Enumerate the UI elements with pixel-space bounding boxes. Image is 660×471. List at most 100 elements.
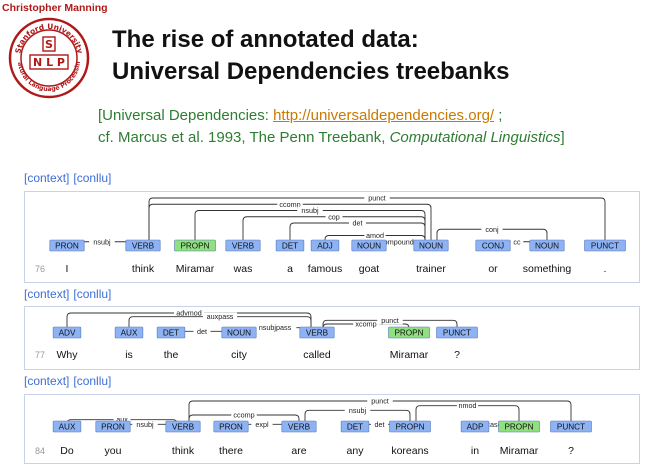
pos-tag: PRON bbox=[55, 242, 79, 251]
token-the[interactable]: DET the bbox=[156, 326, 186, 361]
page-title: The rise of annotated data: Universal De… bbox=[112, 24, 510, 88]
context-link[interactable]: [context] bbox=[24, 171, 70, 185]
word: goat bbox=[359, 263, 380, 275]
pos-tag: PUNCT bbox=[591, 242, 619, 251]
token-goat[interactable]: NOUN goat bbox=[351, 239, 387, 275]
word: trainer bbox=[416, 263, 446, 275]
arc-label: nsubj bbox=[136, 420, 154, 429]
pos-tag-box bbox=[165, 420, 201, 433]
pos-tag-box bbox=[436, 326, 478, 339]
arc-label: ccomp bbox=[279, 200, 300, 209]
pos-tag-box bbox=[221, 326, 257, 339]
arc-label: punct bbox=[368, 194, 386, 203]
references: [Universal Dependencies: http://universa… bbox=[98, 105, 565, 149]
token-was[interactable]: VERB was bbox=[225, 239, 261, 275]
token-do[interactable]: AUX Do bbox=[52, 420, 82, 457]
conllu-link[interactable]: [conllu] bbox=[73, 171, 112, 185]
pos-tag: PRON bbox=[219, 423, 243, 432]
pos-tag: ADP bbox=[467, 423, 484, 432]
conllu-link[interactable]: [conllu] bbox=[73, 287, 112, 301]
token-why[interactable]: ADV Why bbox=[52, 326, 82, 361]
word: ? bbox=[568, 445, 574, 457]
pos-tag-box bbox=[299, 326, 335, 339]
token-i[interactable]: PRON I bbox=[49, 239, 85, 275]
arc-label: det bbox=[353, 219, 363, 228]
sentence-84-links: [context] [conllu] bbox=[24, 374, 115, 388]
pos-tag: PUNCT bbox=[443, 329, 471, 338]
pos-tag: VERB bbox=[306, 329, 329, 338]
token-or[interactable]: CONJ or bbox=[475, 239, 511, 275]
token-miramar[interactable]: PROPN Miramar bbox=[174, 239, 216, 275]
pos-tag-box bbox=[460, 420, 490, 433]
arc-label: ccomp bbox=[233, 411, 254, 420]
word: ? bbox=[454, 349, 460, 361]
conllu-link[interactable]: [conllu] bbox=[73, 374, 112, 388]
pos-tag-box bbox=[156, 326, 186, 339]
pos-tag-box bbox=[52, 326, 82, 339]
arc-label: aux bbox=[116, 415, 128, 424]
pos-tag-box bbox=[310, 239, 340, 252]
token-called[interactable]: VERB called bbox=[299, 326, 335, 361]
arc-label: advmod bbox=[176, 309, 202, 318]
svg-text:N L P: N L P bbox=[33, 56, 65, 69]
ref-citation: cf. Marcus et al. 1993, The Penn Treeban… bbox=[98, 129, 390, 146]
token-think[interactable]: VERB think bbox=[125, 239, 161, 275]
sentence-76-links: [context] [conllu] bbox=[24, 171, 115, 185]
token-is[interactable]: AUX is bbox=[114, 326, 144, 361]
token-any[interactable]: DET any bbox=[340, 420, 370, 457]
token-think[interactable]: VERB think bbox=[165, 420, 201, 457]
pos-tag: VERB bbox=[172, 423, 195, 432]
dependency-tree-76: 76nsubjpunctccompnsubjcopdetamodcompound… bbox=[35, 194, 626, 275]
word: koreans bbox=[391, 445, 428, 457]
word: Do bbox=[60, 445, 74, 457]
pos-tag-box bbox=[174, 239, 216, 252]
arc-label: compound bbox=[380, 237, 414, 246]
token-something[interactable]: NOUN something bbox=[523, 239, 572, 275]
word: Miramar bbox=[390, 349, 429, 361]
pos-tag: PROPN bbox=[504, 423, 533, 432]
token-miramar[interactable]: PROPN Miramar bbox=[388, 326, 430, 361]
svg-text:S: S bbox=[45, 38, 53, 51]
context-link[interactable]: [context] bbox=[24, 374, 70, 388]
pos-tag-box bbox=[351, 239, 387, 252]
word: was bbox=[233, 263, 253, 275]
token-a[interactable]: DET a bbox=[275, 239, 305, 275]
token-miramar[interactable]: PROPN Miramar bbox=[498, 420, 540, 457]
ud-url-link[interactable]: http://universaldependencies.org/ bbox=[273, 107, 495, 124]
token-[interactable]: PUNCT. bbox=[584, 239, 626, 275]
ref-close: ] bbox=[560, 129, 565, 146]
pos-tag: NOUN bbox=[357, 242, 381, 251]
word: in bbox=[471, 445, 479, 457]
word: is bbox=[125, 349, 133, 361]
token-there[interactable]: PRON there bbox=[213, 420, 249, 457]
arc-label: auxpass bbox=[207, 312, 234, 321]
token-you[interactable]: PRON you bbox=[95, 420, 131, 457]
token-[interactable]: PUNCT? bbox=[550, 420, 592, 457]
ref-prefix: [Universal Dependencies: bbox=[98, 107, 274, 124]
pos-tag-box bbox=[95, 420, 131, 433]
token-trainer[interactable]: NOUN trainer bbox=[413, 239, 449, 275]
pos-tag: NOUN bbox=[419, 242, 443, 251]
pos-tag: ADJ bbox=[317, 242, 332, 251]
token-famous[interactable]: ADJ famous bbox=[308, 239, 342, 275]
pos-tag-box bbox=[340, 420, 370, 433]
arc-label: nsubj bbox=[349, 406, 367, 415]
tree-panel-77: 77 advmod auxpass det nsubjpass xcomp punct ADV… bbox=[24, 306, 640, 370]
word: famous bbox=[308, 263, 342, 275]
pos-tag: AUX bbox=[121, 329, 138, 338]
pos-tag-box bbox=[584, 239, 626, 252]
token-city[interactable]: NOUN city bbox=[221, 326, 257, 361]
token-[interactable]: PUNCT? bbox=[436, 326, 478, 361]
word: Why bbox=[57, 349, 79, 361]
token-in[interactable]: ADP in bbox=[460, 420, 490, 457]
arc-label: expl bbox=[255, 420, 269, 429]
pos-tag: NOUN bbox=[535, 242, 559, 251]
word: the bbox=[164, 349, 179, 361]
word: Miramar bbox=[500, 445, 539, 457]
token-koreans[interactable]: PROPN koreans bbox=[389, 420, 431, 457]
pos-tag: PROPN bbox=[394, 329, 423, 338]
pos-tag-box bbox=[529, 239, 565, 252]
token-are[interactable]: VERB are bbox=[281, 420, 317, 457]
pos-tag: PROPN bbox=[395, 423, 424, 432]
context-link[interactable]: [context] bbox=[24, 287, 70, 301]
